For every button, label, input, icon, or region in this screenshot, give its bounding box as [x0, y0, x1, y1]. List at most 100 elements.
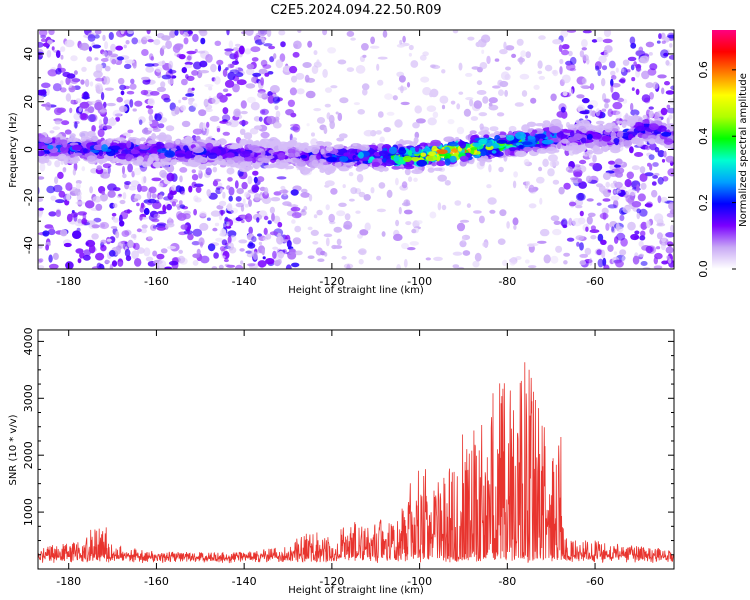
- spectrogram-cell: [145, 256, 154, 262]
- figure-title: C2E5.2024.094.22.50.R09: [270, 3, 441, 18]
- spectrogram-cell: [222, 191, 226, 199]
- spectrogram-cell: [143, 247, 151, 257]
- spectrogram-cell: [630, 109, 640, 116]
- spectrogram-cell: [348, 172, 354, 177]
- spectrogram-cell: [539, 197, 543, 205]
- spectrogram-cell: [273, 122, 282, 129]
- spectrogram-cell: [198, 169, 202, 174]
- spectrogram-cell: [246, 63, 255, 70]
- spectrogram-cell: [140, 89, 149, 96]
- spectrogram-cell: [100, 58, 109, 62]
- spectrogram-cell: [192, 128, 203, 135]
- spectrogram-band-cell: [404, 168, 411, 176]
- spectrogram-cell: [481, 49, 485, 54]
- spectrogram-cell: [627, 221, 636, 231]
- spectrogram-band-cell: [444, 158, 451, 166]
- snr-y-label: SNR (10 * v/v): [8, 414, 19, 485]
- spectrogram-cell: [232, 47, 240, 51]
- spectrogram-cell: [85, 242, 89, 246]
- spectrogram-cell: [133, 198, 139, 202]
- spectrogram-band-cell: [154, 161, 161, 169]
- spectrogram-cell: [582, 30, 592, 34]
- spectrogram-cell: [473, 210, 482, 214]
- spectrogram-cell: [322, 30, 328, 36]
- spectrogram-cell: [292, 123, 301, 133]
- spectrogram-cell: [420, 76, 430, 83]
- spectrogram-cell: [271, 212, 275, 222]
- spectrogram-cell: [660, 242, 666, 251]
- spectrogram-band-cell: [198, 164, 207, 170]
- spectrogram-cell: [437, 202, 442, 211]
- spectrogram-cell: [59, 80, 64, 86]
- spectrogram-cell: [42, 42, 50, 47]
- spectrogram-cell: [277, 251, 285, 259]
- spectrogram-cell: [338, 202, 347, 207]
- spectrogram-band-cell: [96, 139, 102, 145]
- spectrogram-cell: [584, 247, 592, 255]
- spectrogram-cell: [192, 103, 198, 108]
- spectrogram-cell: [212, 166, 218, 173]
- spectrogram-cell: [253, 116, 261, 122]
- spectrogram-cell: [416, 220, 423, 225]
- spectrogram-cell: [277, 221, 283, 228]
- spectrogram-cell: [615, 110, 622, 119]
- spectrogram-cell: [248, 241, 254, 247]
- spectrogram-cell: [124, 59, 135, 64]
- spectrogram-cell: [244, 203, 249, 208]
- spectrogram-band-cell: [550, 143, 556, 147]
- spectrogram-cell: [356, 173, 364, 183]
- spectrogram-cell: [579, 260, 587, 266]
- spectrogram-cell: [137, 247, 145, 254]
- spectrogram-cell: [38, 176, 45, 180]
- spectrogram-band-cell: [147, 140, 157, 145]
- spectrogram-cell: [569, 56, 577, 65]
- spectrogram-cell: [174, 30, 179, 36]
- spectrogram-cell: [358, 191, 366, 198]
- spectrogram-cell: [631, 165, 641, 171]
- spectrogram-cell: [84, 200, 95, 209]
- spectrogram-cell: [198, 109, 207, 117]
- spectrogram-cell: [162, 204, 167, 213]
- spectrogram-cell: [265, 258, 275, 265]
- spectrogram-cell: [660, 49, 669, 59]
- spectrogram-band-cell: [518, 144, 524, 149]
- spectrogram-cell: [93, 70, 103, 78]
- spectrogram-cell: [55, 50, 61, 58]
- spectrogram-cell: [338, 133, 348, 139]
- spectrogram-cell: [398, 206, 402, 215]
- spectrogram-cell: [216, 92, 224, 100]
- spectrogram-cell: [552, 39, 562, 45]
- spectrogram-band-cell: [479, 160, 485, 167]
- spectrogram-cell: [543, 254, 551, 264]
- spectrogram-cell: [432, 111, 439, 119]
- spectrogram-cell: [77, 191, 83, 196]
- spectrogram-cell: [590, 235, 597, 240]
- spectrogram-band-cell: [126, 140, 132, 149]
- colorbar-tick-label: 0.2: [697, 194, 710, 212]
- spectrogram-cell: [199, 70, 210, 74]
- spectrogram-cell: [194, 48, 198, 53]
- spectrogram-cell: [240, 219, 245, 224]
- y-tick-label: 4000: [22, 327, 35, 355]
- spectrogram-cell: [548, 154, 558, 162]
- spectrogram-cell: [636, 184, 640, 193]
- spectrogram-cell: [528, 203, 537, 209]
- spectrogram-cell: [191, 241, 200, 246]
- spectrogram-cell: [289, 87, 297, 96]
- spectrogram-cell: [637, 193, 646, 202]
- spectrogram-band-cell: [327, 165, 336, 174]
- spectrogram-cell: [588, 162, 597, 167]
- spectrogram-cell: [325, 204, 330, 211]
- spectrogram-cell: [147, 127, 154, 131]
- x-tick-label: -180: [56, 575, 81, 588]
- spectrogram-cell: [174, 109, 180, 115]
- spectrogram-cell: [200, 255, 210, 264]
- spectrogram-cell: [458, 91, 464, 95]
- spectrogram-band-cell: [448, 141, 459, 147]
- spectrogram-cell: [611, 226, 615, 232]
- spectrogram-cell: [106, 238, 112, 242]
- spectrogram-cell: [615, 171, 623, 178]
- spectrogram-cell: [124, 63, 132, 70]
- spectrogram-cell: [227, 242, 234, 251]
- spectrogram-band-cell: [79, 131, 90, 138]
